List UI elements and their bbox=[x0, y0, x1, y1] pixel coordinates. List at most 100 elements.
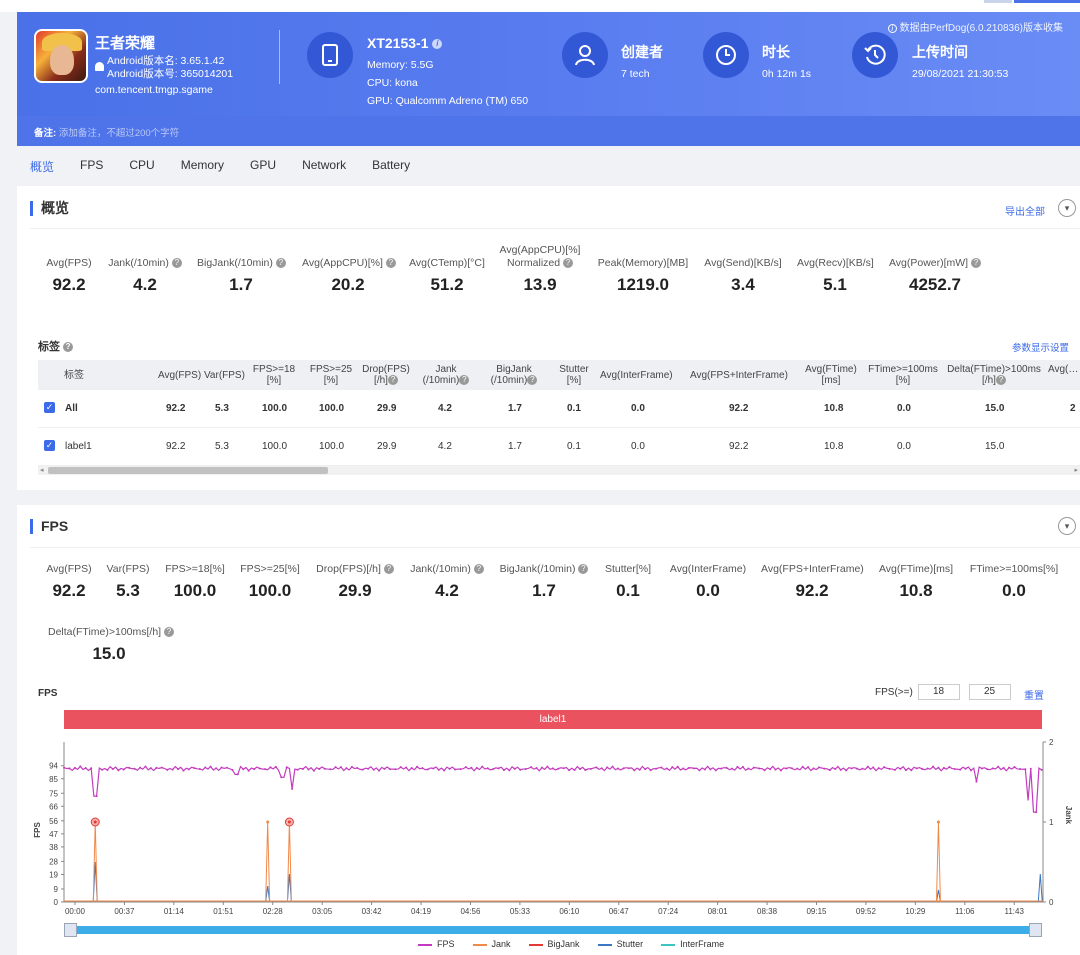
stat-avg-recv: Avg(Recv)[KB/s] 5.1 bbox=[797, 257, 874, 294]
fps-point bbox=[334, 766, 337, 769]
checkbox-all[interactable]: ✓ bbox=[44, 402, 55, 413]
top-button-secondary[interactable] bbox=[984, 0, 1012, 3]
help-icon[interactable]: ? bbox=[171, 258, 182, 269]
note-bar[interactable]: 备注: 添加备注，不超过200个字符 bbox=[17, 116, 1080, 146]
cell: 5.3 bbox=[215, 441, 229, 452]
export-all-link[interactable]: 导出全部 bbox=[1005, 207, 1045, 218]
threshold-input-1[interactable]: 18 bbox=[918, 684, 960, 700]
fps-point bbox=[1013, 765, 1016, 768]
table-horizontal-scrollbar[interactable]: ◂ ▸ bbox=[38, 466, 1080, 475]
legend-item[interactable]: Jank bbox=[472, 939, 511, 949]
fps-point bbox=[155, 766, 158, 769]
fps-point bbox=[1018, 768, 1021, 771]
data-source-note: i 数据由PerfDog(6.0.210836)版本收集 bbox=[887, 19, 1063, 34]
scrollbar-thumb[interactable] bbox=[48, 467, 328, 474]
info-icon[interactable]: i bbox=[432, 39, 443, 50]
y-axis-label: FPS bbox=[33, 822, 42, 838]
help-icon[interactable]: ? bbox=[578, 564, 589, 575]
help-icon[interactable]: ? bbox=[473, 564, 484, 575]
time-range-slider[interactable] bbox=[64, 923, 1042, 937]
fps-point bbox=[394, 768, 397, 771]
fps-point bbox=[301, 767, 304, 770]
creator-value: 7 tech bbox=[621, 68, 650, 80]
stat-avg-power: Avg(Power)[mW] ? 4252.7 bbox=[887, 257, 983, 295]
fps-point bbox=[225, 766, 228, 769]
stutter-spike bbox=[935, 889, 941, 903]
reset-button[interactable]: 重置 bbox=[1024, 691, 1044, 702]
help-icon[interactable]: ? bbox=[63, 342, 74, 353]
label-range-bar[interactable]: label1 bbox=[64, 710, 1042, 729]
legend-item[interactable]: Stutter bbox=[597, 939, 643, 949]
help-icon[interactable]: ? bbox=[459, 375, 470, 386]
col-header: FPS>=18 [%] bbox=[252, 364, 296, 386]
fps-point bbox=[573, 769, 576, 772]
fps-point bbox=[883, 766, 886, 769]
help-icon[interactable]: ? bbox=[527, 375, 538, 386]
tab-overview[interactable]: 概览 bbox=[30, 160, 55, 174]
fps-stat: FPS>=18[%] 100.0 bbox=[165, 563, 225, 600]
fps-point bbox=[497, 767, 500, 770]
help-icon[interactable]: ? bbox=[387, 375, 398, 386]
row-label: All bbox=[65, 403, 78, 414]
col-header: 标签 bbox=[64, 370, 84, 381]
tab-fps[interactable]: FPS bbox=[80, 158, 104, 172]
help-icon[interactable]: ? bbox=[563, 258, 574, 269]
checkbox-label1[interactable]: ✓ bbox=[44, 440, 55, 451]
help-icon[interactable]: ? bbox=[971, 258, 982, 269]
cell: 10.8 bbox=[824, 403, 844, 414]
fps-point bbox=[779, 769, 782, 772]
help-icon[interactable]: ? bbox=[383, 564, 394, 575]
legend-item[interactable]: InterFrame bbox=[661, 939, 724, 949]
y-tick-label: 19 bbox=[49, 870, 58, 879]
cell: 10.8 bbox=[824, 441, 844, 452]
fps-point bbox=[372, 768, 375, 771]
help-icon[interactable]: ? bbox=[164, 627, 175, 638]
fps-point bbox=[204, 766, 207, 769]
fps-point bbox=[399, 766, 402, 769]
legend-item[interactable]: BigJank bbox=[528, 939, 580, 949]
help-icon[interactable]: ? bbox=[995, 375, 1006, 386]
help-icon[interactable]: ? bbox=[275, 258, 286, 269]
fps-point bbox=[796, 767, 799, 770]
collapse-icon[interactable]: ▾ bbox=[1058, 517, 1076, 535]
app-package: com.tencent.tmgp.sgame bbox=[95, 84, 213, 96]
slider-handle-left[interactable] bbox=[64, 923, 77, 937]
col-header: Stutter [%] bbox=[559, 364, 589, 386]
fps-point bbox=[991, 767, 994, 770]
tab-gpu[interactable]: GPU bbox=[250, 158, 277, 172]
device-specs: Memory: 5.5G CPU: kona GPU: Qualcomm Adr… bbox=[367, 59, 529, 107]
fps-point bbox=[318, 768, 321, 771]
col-header: BigJank (/10min)? bbox=[488, 364, 540, 386]
legend-item[interactable]: FPS bbox=[418, 939, 455, 949]
cell: 4.2 bbox=[438, 403, 452, 414]
tab-battery[interactable]: Battery bbox=[372, 158, 411, 172]
cell: 100.0 bbox=[262, 403, 288, 414]
fps-stat: Drop(FPS)[/h] ? 29.9 bbox=[315, 563, 395, 601]
cell: 0.1 bbox=[567, 441, 581, 452]
fps-point bbox=[73, 766, 76, 769]
table-row[interactable]: ✓ label1 92.2 5.3 100.0 100.0 29.9 4.2 1… bbox=[38, 428, 1080, 466]
x-tick-label: 00:00 bbox=[65, 907, 86, 915]
fps-point bbox=[416, 765, 419, 768]
tab-memory[interactable]: Memory bbox=[180, 158, 225, 172]
fps-stat: Avg(InterFrame) 0.0 bbox=[669, 563, 747, 600]
param-settings-link[interactable]: 参数显示设置 bbox=[1011, 343, 1069, 354]
note-input[interactable]: 添加备注，不超过200个字符 bbox=[58, 128, 180, 139]
fps-point bbox=[274, 765, 277, 768]
fps-point bbox=[1029, 767, 1032, 770]
table-row[interactable]: ✓ All 92.2 5.3 100.0 100.0 29.9 4.2 1.7 … bbox=[38, 390, 1080, 428]
tab-network[interactable]: Network bbox=[302, 158, 347, 172]
help-icon[interactable]: ? bbox=[385, 258, 396, 269]
jank-spike bbox=[286, 821, 292, 903]
tab-cpu[interactable]: CPU bbox=[129, 158, 155, 172]
threshold-input-2[interactable]: 25 bbox=[969, 684, 1011, 700]
fps-point bbox=[611, 765, 614, 768]
slider-track bbox=[72, 926, 1034, 934]
collapse-icon[interactable]: ▾ bbox=[1058, 199, 1076, 217]
fps-series-line bbox=[63, 765, 1042, 813]
x-tick-label: 00:37 bbox=[114, 907, 135, 915]
col-header: Drop(FPS) [/h]? bbox=[362, 364, 410, 386]
slider-handle-right[interactable] bbox=[1029, 923, 1042, 937]
top-button-primary[interactable] bbox=[1014, 0, 1080, 3]
cell: 5.3 bbox=[215, 403, 229, 414]
